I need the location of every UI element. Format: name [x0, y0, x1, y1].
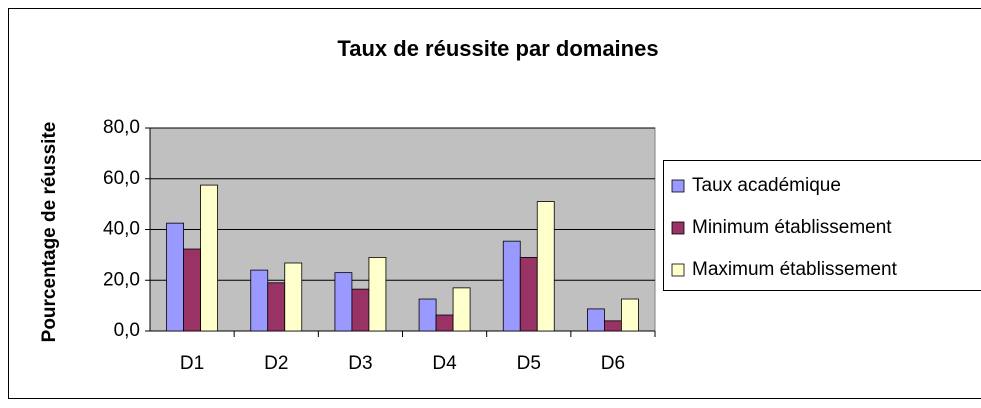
legend-label: Maximum établissement	[692, 259, 898, 280]
bar	[166, 222, 184, 332]
legend	[663, 160, 981, 291]
y-tick-label: 80,0	[103, 117, 140, 138]
bar	[587, 308, 605, 332]
bar	[621, 298, 639, 332]
bar	[536, 201, 555, 332]
legend-swatch	[671, 221, 685, 235]
bar	[502, 240, 521, 332]
bar	[351, 288, 370, 332]
x-tick-label: D3	[348, 353, 372, 374]
x-tick-label: D6	[601, 353, 625, 374]
bar	[604, 320, 622, 332]
y-tick-label: 0,0	[114, 320, 140, 341]
bar	[435, 314, 454, 332]
bar	[250, 269, 269, 332]
legend-swatch	[671, 179, 685, 193]
x-tick-label: D1	[180, 353, 204, 374]
bar	[284, 262, 303, 332]
bar	[267, 282, 286, 332]
bar	[183, 248, 201, 332]
chart-title: Taux de réussite par domaines	[337, 36, 658, 61]
x-tick-label: D2	[264, 353, 288, 374]
x-tick-label: D5	[517, 353, 541, 374]
bar	[519, 257, 538, 332]
legend-label: Taux académique	[692, 175, 841, 196]
x-tick-label: D4	[432, 353, 457, 374]
bar	[368, 257, 387, 332]
bar	[200, 184, 218, 332]
bar	[334, 272, 353, 332]
legend-swatch	[671, 263, 685, 277]
legend-label: Minimum établissement	[692, 217, 892, 238]
y-tick-label: 40,0	[103, 219, 140, 240]
bar	[418, 298, 437, 332]
y-tick-label: 20,0	[103, 269, 140, 290]
bar	[452, 287, 471, 332]
y-axis-label: Pourcentage de réussite	[39, 122, 60, 343]
y-tick-label: 60,0	[103, 168, 140, 189]
